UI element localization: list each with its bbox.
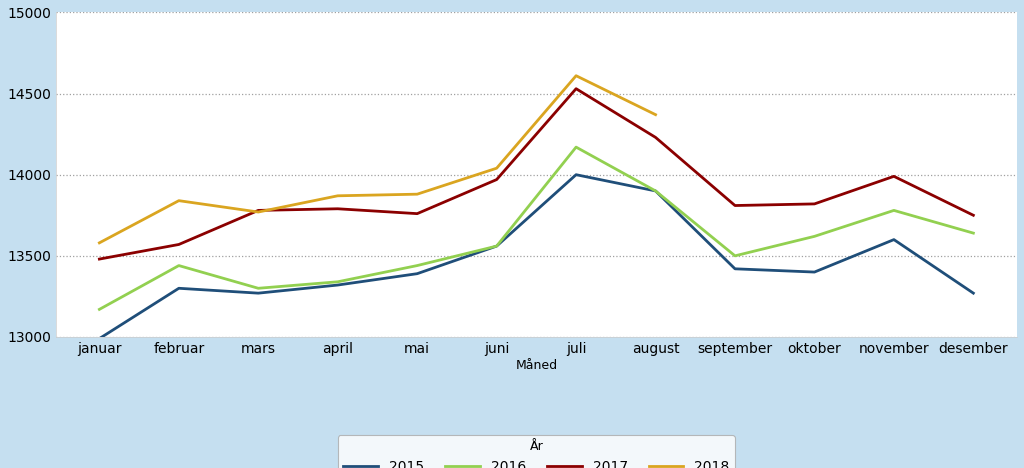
2016 — [808, 234, 820, 239]
2015 — [649, 188, 662, 194]
2015 — [968, 290, 980, 296]
2017 — [411, 211, 423, 217]
2016 — [649, 188, 662, 194]
2016 — [173, 263, 185, 268]
2017 — [808, 201, 820, 207]
2016 — [332, 279, 344, 285]
2015 — [332, 282, 344, 288]
Line: 2015: 2015 — [99, 175, 974, 338]
2018 — [93, 240, 105, 246]
2018 — [649, 112, 662, 117]
Line: 2018: 2018 — [99, 76, 655, 243]
2015 — [173, 285, 185, 291]
2017 — [968, 212, 980, 218]
Line: 2016: 2016 — [99, 147, 974, 309]
2015 — [93, 336, 105, 341]
2018 — [411, 191, 423, 197]
2016 — [252, 285, 264, 291]
2016 — [93, 307, 105, 312]
2018 — [252, 209, 264, 215]
2016 — [570, 144, 583, 150]
Line: 2017: 2017 — [99, 89, 974, 259]
2016 — [490, 243, 503, 249]
2017 — [93, 256, 105, 262]
2015 — [570, 172, 583, 177]
2017 — [649, 135, 662, 140]
2016 — [968, 230, 980, 236]
2016 — [729, 253, 741, 259]
2017 — [252, 208, 264, 213]
2015 — [252, 290, 264, 296]
Legend: 2015, 2016, 2017, 2018: 2015, 2016, 2017, 2018 — [338, 435, 735, 468]
2017 — [332, 206, 344, 212]
2017 — [570, 86, 583, 92]
2017 — [173, 241, 185, 247]
2017 — [888, 174, 900, 179]
2015 — [808, 269, 820, 275]
2018 — [332, 193, 344, 198]
2018 — [173, 198, 185, 204]
2016 — [411, 263, 423, 268]
2015 — [888, 237, 900, 242]
2018 — [570, 73, 583, 79]
2017 — [729, 203, 741, 208]
2018 — [490, 165, 503, 171]
2016 — [888, 208, 900, 213]
2015 — [490, 243, 503, 249]
X-axis label: Måned: Måned — [515, 358, 557, 372]
2017 — [490, 177, 503, 183]
2015 — [411, 271, 423, 277]
2015 — [729, 266, 741, 271]
